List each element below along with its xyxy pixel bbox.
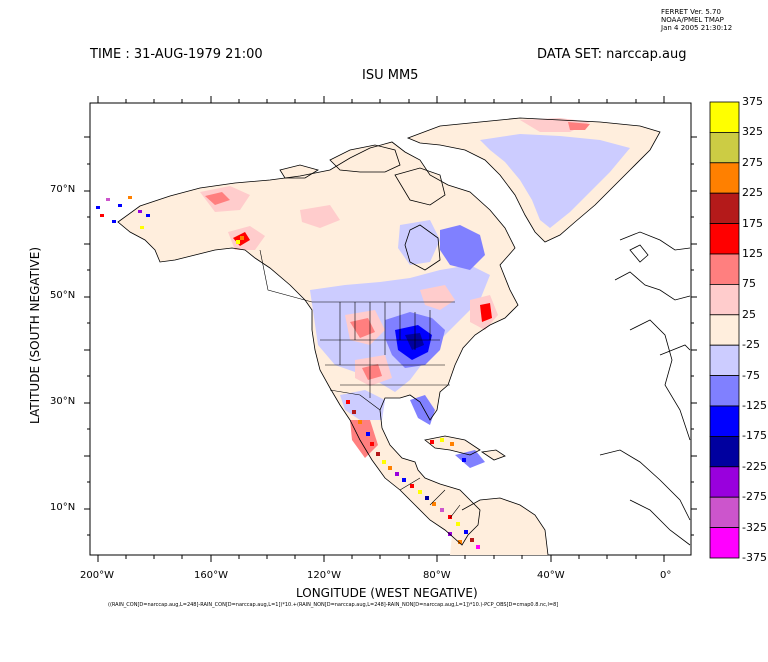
xtick-label: 200°W: [80, 570, 114, 581]
colorbar-swatch: [709, 162, 740, 194]
plot-title: ISU MM5: [362, 68, 419, 83]
ytick-label: 50°N: [50, 290, 76, 301]
xtick-label: 0°: [660, 570, 672, 581]
colorbar-swatch: [709, 344, 740, 377]
ferret-stamp: FERRET Ver. 5.70 NOAA/PMEL TMAP Jan 4 20…: [661, 8, 732, 32]
colorbar-label: 25: [742, 307, 756, 321]
formula-footer: ((RAIN_CON[D=narccap.aug,L=248]-RAIN_CON…: [108, 602, 559, 608]
colorbar-label: -175: [742, 429, 767, 443]
colorbar-label: 275: [742, 155, 763, 169]
colorbar-label: 175: [742, 216, 763, 230]
political-borders: [259, 249, 461, 519]
ytick-label: 10°N: [50, 502, 76, 513]
colorbar-label: 125: [742, 247, 763, 260]
colorbar-swatch: [709, 435, 740, 468]
ferret-date: Jan 4 2005 21:30:12: [661, 24, 733, 32]
colorbar-label: 375: [742, 95, 763, 108]
colorbar-label: 225: [742, 186, 763, 200]
coastlines: [117, 117, 691, 556]
colorbar-swatch: [709, 101, 740, 133]
colorbar-label: 75: [742, 277, 756, 291]
y-axis-title: LATITUDE (SOUTH NEGATIVE): [28, 246, 42, 424]
ferret-version: FERRET Ver. 5.70: [661, 8, 721, 16]
colorbar-swatch: [709, 192, 740, 224]
ytick-label: 30°N: [50, 396, 76, 407]
colorbar-swatch: [709, 131, 740, 164]
xtick-label: 80°W: [423, 570, 451, 581]
colorbar-swatch: [709, 405, 740, 437]
colorbar-swatch: [709, 314, 740, 346]
colorbar-swatch: [709, 466, 740, 498]
time-label: TIME : 31-AUG-1979 21:00: [90, 47, 263, 62]
xtick-label: 160°W: [194, 570, 228, 581]
colorbar-swatch: [709, 253, 740, 285]
colorbar-label: -325: [742, 520, 767, 534]
ytick-label: 70°N: [50, 184, 76, 195]
colorbar-label: -25: [742, 338, 760, 352]
positive-anomaly-fills: [200, 118, 590, 458]
colorbar-label: -225: [742, 459, 767, 473]
south-america-land: [450, 498, 548, 555]
colorbar-swatch: [709, 375, 740, 407]
colorbar-label: 325: [742, 125, 763, 139]
colorbar-swatch: [709, 283, 740, 316]
xtick-label: 40°W: [537, 570, 565, 581]
colorbar-label: -75: [742, 368, 760, 382]
ferret-org: NOAA/PMEL TMAP: [661, 16, 724, 24]
greenland-interior: [480, 134, 630, 228]
colorbar-label: -275: [742, 490, 767, 504]
arctic-islands: [280, 145, 445, 205]
colorbar-label: -125: [742, 399, 767, 412]
colorbar-swatch: [709, 223, 740, 255]
dataset-label: DATA SET: narccap.aug: [537, 47, 687, 62]
axis-ticks: [84, 96, 697, 562]
colorbar-swatch: [709, 496, 740, 529]
colorbar-swatch: [709, 527, 740, 559]
xtick-label: 120°W: [307, 570, 341, 581]
x-axis-title: LONGITUDE (WEST NEGATIVE): [296, 586, 478, 600]
colorbar: [709, 101, 740, 559]
colorbar-label: -375: [742, 551, 767, 564]
